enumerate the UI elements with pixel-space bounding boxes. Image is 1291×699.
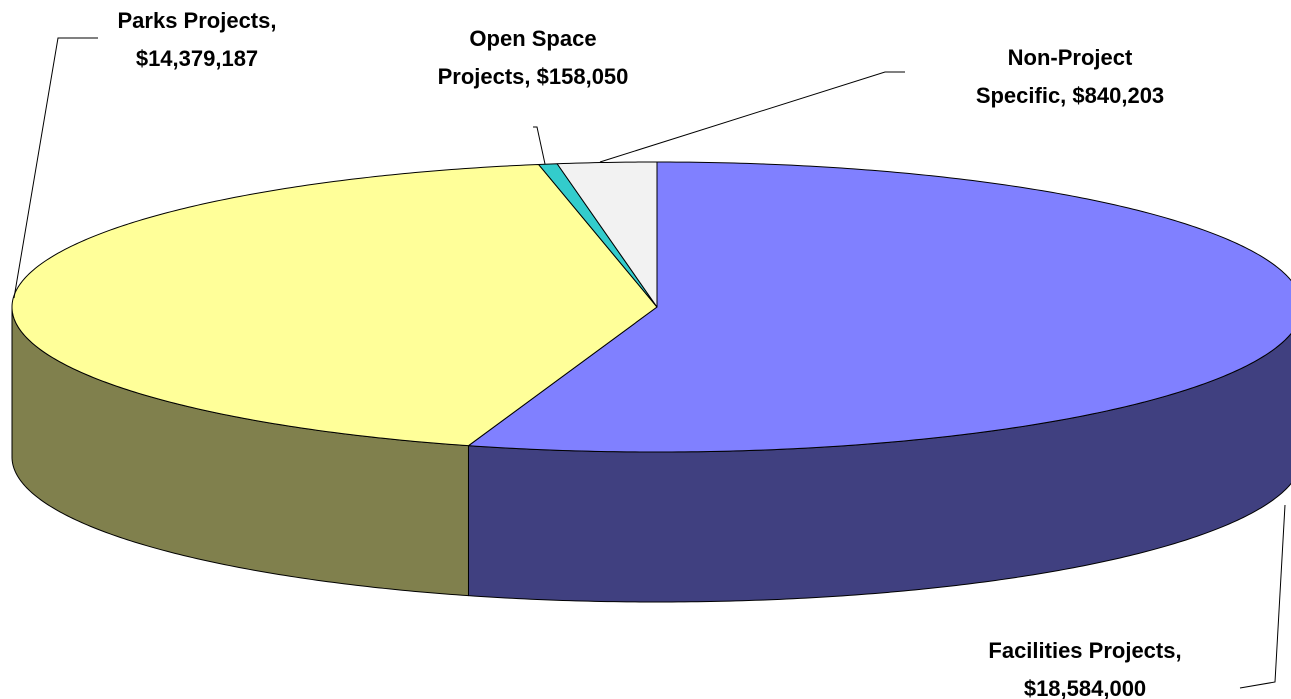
data-label-line: Facilities Projects, bbox=[988, 638, 1181, 663]
data-label: Facilities Projects, $18,584,000 bbox=[988, 638, 1181, 699]
data-label: Open Space Projects, $158,050 bbox=[438, 26, 629, 89]
leader-line bbox=[13, 37, 98, 299]
data-label-line: $14,379,187 bbox=[136, 46, 258, 71]
data-label-line: Non-Project bbox=[1008, 45, 1133, 70]
leader-line bbox=[599, 71, 905, 163]
data-label-line: $18,584,000 bbox=[1024, 676, 1146, 699]
slice bbox=[556, 161, 658, 308]
slice bbox=[467, 161, 1291, 453]
leader-line bbox=[1239, 504, 1286, 689]
data-label: Non-Project Specific, $840,203 bbox=[976, 45, 1164, 108]
data-label: Parks Projects, $14,379,187 bbox=[118, 8, 277, 71]
data-label-line: Specific, $840,203 bbox=[976, 83, 1164, 108]
data-label-line: Open Space bbox=[469, 26, 596, 51]
slice bbox=[11, 163, 658, 447]
data-label-line: Projects, $158,050 bbox=[438, 64, 629, 89]
data-label-line: Parks Projects, bbox=[118, 8, 277, 33]
leader-line bbox=[533, 126, 546, 165]
